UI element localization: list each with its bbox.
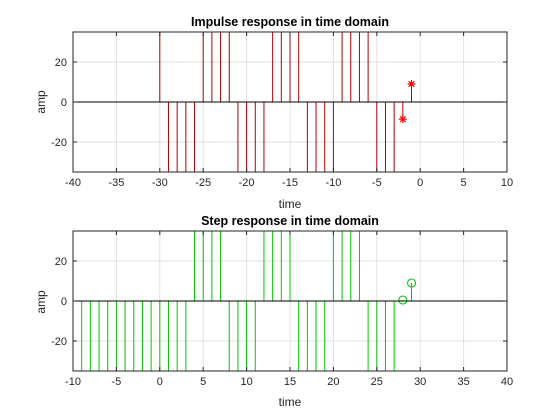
impulse-x-tick-label: 10 bbox=[501, 177, 513, 189]
impulse-x-axis-label: time bbox=[279, 197, 302, 211]
impulse-y-axis-label: amp bbox=[34, 90, 48, 114]
step-x-tick-label: 35 bbox=[457, 376, 469, 388]
impulse-x-tick-label: -20 bbox=[239, 177, 255, 189]
step-x-tick-label: 40 bbox=[501, 376, 513, 388]
impulse-x-tick-label: -15 bbox=[282, 177, 298, 189]
impulse-axes-box bbox=[72, 31, 508, 173]
impulse-y-tick-label: -20 bbox=[51, 137, 67, 149]
step-x-axis-label: time bbox=[279, 395, 302, 409]
step-y-tick-label: 20 bbox=[55, 256, 67, 268]
step-circle-marker bbox=[406, 278, 417, 288]
step-response-axes: -10 -5 0 5 10 15 20 25 30 35 40 -20 0 20 Step respon… bbox=[34, 214, 513, 409]
impulse-x-tick-label: 5 bbox=[461, 177, 467, 189]
step-x-tick-label: -10 bbox=[65, 376, 81, 388]
impulse-x-tick-labels: -40 -35 -30 -25 -20 -15 -10 -5 0 5 10 bbox=[65, 177, 513, 189]
step-y-tick-labels: -20 0 20 bbox=[51, 256, 67, 348]
step-x-tick-label: 20 bbox=[327, 376, 339, 388]
impulse-y-tick-label: 0 bbox=[61, 97, 67, 109]
step-x-tick-labels: -10 -5 0 5 10 15 20 25 30 35 40 bbox=[65, 376, 513, 388]
step-y-axis-label: amp bbox=[34, 290, 48, 314]
impulse-chart-title: Impulse response in time domain bbox=[191, 15, 389, 29]
step-y-tick-label: -20 bbox=[51, 336, 67, 348]
impulse-y-tick-labels: -20 0 20 bbox=[51, 57, 67, 149]
step-x-tick-label: -5 bbox=[112, 376, 122, 388]
step-y-tick-label: 0 bbox=[61, 296, 67, 308]
step-x-tick-label: 30 bbox=[414, 376, 426, 388]
step-x-tick-label: 5 bbox=[200, 376, 206, 388]
step-x-tick-label: 0 bbox=[157, 376, 163, 388]
step-x-tick-label: 10 bbox=[240, 376, 252, 388]
impulse-x-tick-label: -30 bbox=[152, 177, 168, 189]
step-x-tick-label: 15 bbox=[284, 376, 296, 388]
step-x-tick-label: 25 bbox=[371, 376, 383, 388]
step-axes-box bbox=[72, 230, 508, 372]
impulse-x-tick-label: -5 bbox=[372, 177, 382, 189]
impulse-response-axes: -40 -35 -30 -25 -20 -15 -10 -5 0 5 10 -20 0 20 Impul… bbox=[34, 15, 513, 211]
impulse-star-marker bbox=[398, 115, 407, 124]
step-chart-title: Step response in time domain bbox=[201, 214, 379, 228]
impulse-x-tick-label: -35 bbox=[108, 177, 124, 189]
impulse-star-marker bbox=[407, 80, 416, 88]
impulse-y-tick-label: 20 bbox=[55, 57, 67, 69]
impulse-x-tick-label: -25 bbox=[195, 177, 211, 189]
impulse-x-tick-label: 0 bbox=[417, 177, 423, 189]
step-circle-marker bbox=[398, 295, 408, 305]
impulse-x-tick-label: -10 bbox=[325, 177, 341, 189]
impulse-x-tick-label: -40 bbox=[65, 177, 81, 189]
impulse-stems bbox=[159, 32, 416, 172]
